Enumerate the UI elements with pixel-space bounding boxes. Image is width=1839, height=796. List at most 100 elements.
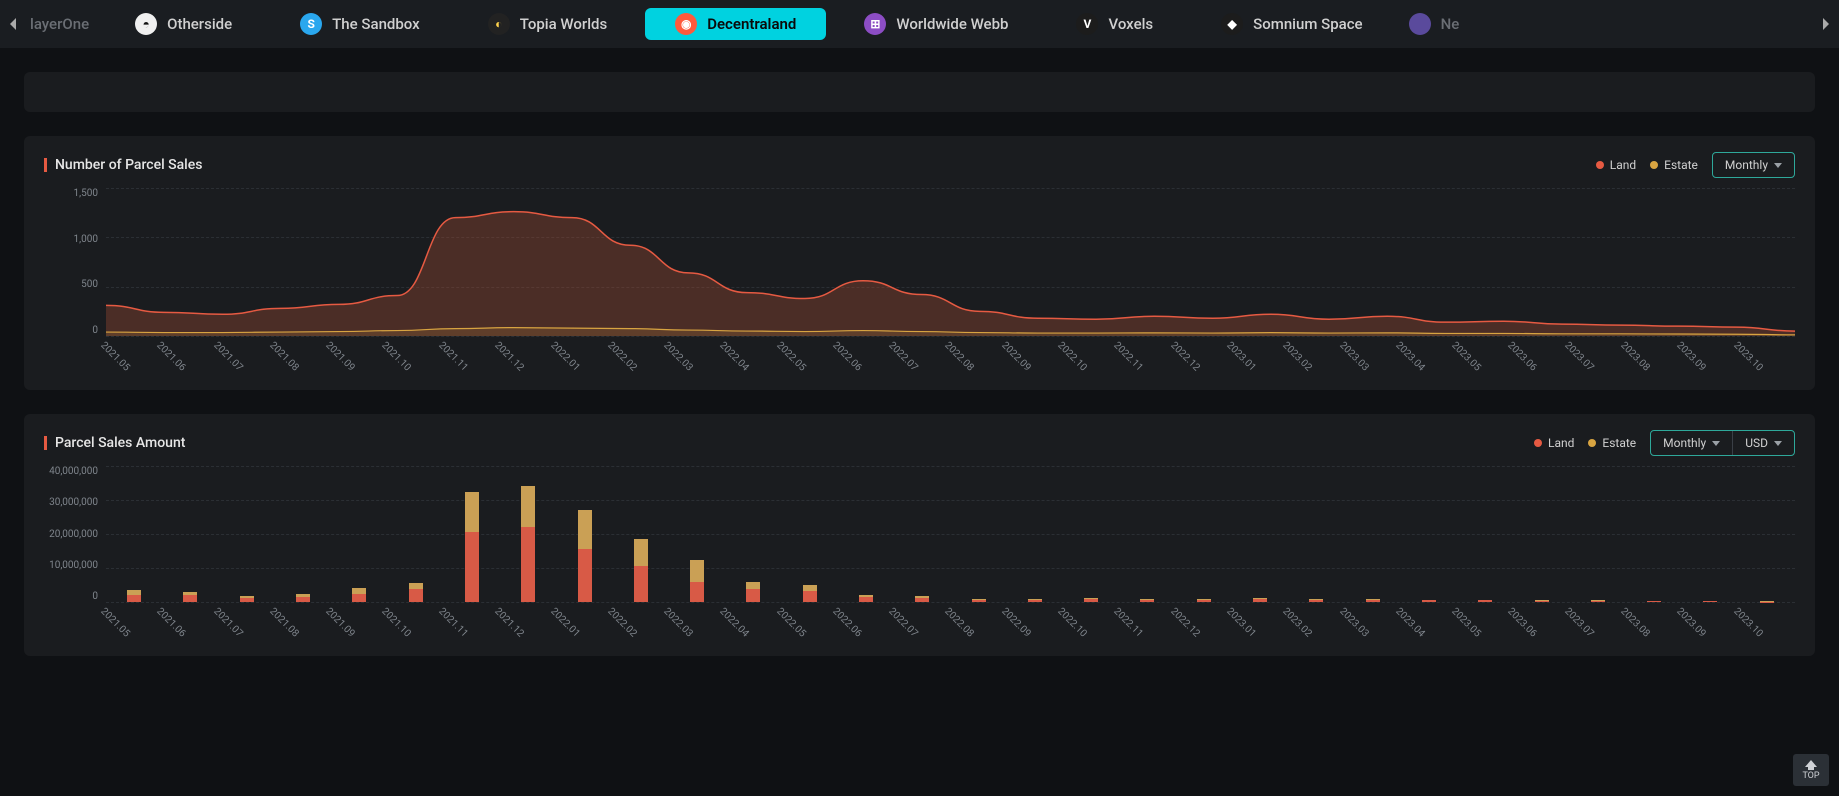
legend-dot-icon: [1588, 439, 1596, 447]
y-tick-label: 1,500: [74, 188, 98, 199]
bar-stack[interactable]: [972, 599, 986, 602]
legend-item-estate[interactable]: Estate: [1650, 158, 1698, 172]
bar-stack[interactable]: [465, 492, 479, 602]
legend-item-land[interactable]: Land: [1534, 436, 1574, 450]
bar-stack[interactable]: [1535, 600, 1549, 602]
bar-slot: [1119, 466, 1175, 602]
bar-stack[interactable]: [409, 583, 423, 602]
bar-slot: [275, 466, 331, 602]
legend-item-land[interactable]: Land: [1596, 158, 1636, 172]
bar-stack[interactable]: [1197, 599, 1211, 602]
bar-stack[interactable]: [1028, 599, 1042, 602]
bar-segment-land: [1197, 600, 1211, 602]
tabs-scroll-left[interactable]: [0, 0, 26, 48]
x-tick-label: 2021.07: [196, 606, 258, 668]
x-tick-label: 2021.06: [140, 606, 202, 668]
x-tick-label: 2023.08: [1603, 606, 1665, 668]
tab-decentraland[interactable]: ◉ Decentraland: [645, 8, 826, 40]
tab-topia-worlds[interactable]: ◐Topia Worlds: [458, 8, 638, 40]
bar-slot: [782, 466, 838, 602]
bar-slot: [331, 466, 387, 602]
bar-slot: [894, 466, 950, 602]
x-tick-label: 2022.01: [534, 606, 596, 668]
bar-stack[interactable]: [1366, 599, 1380, 602]
period-select[interactable]: Monthly: [1651, 431, 1732, 455]
bar-stack[interactable]: [1647, 601, 1661, 602]
bar-slot: [1288, 466, 1344, 602]
period-select-group: Monthly: [1712, 152, 1795, 178]
bar-stack[interactable]: [859, 595, 873, 602]
bar-slot: [1063, 466, 1119, 602]
y-tick-label: 1,000: [74, 234, 98, 245]
tabs-scroll-right[interactable]: [1813, 0, 1839, 48]
y-tick-label: 40,000,000: [49, 466, 98, 477]
legend-item-estate[interactable]: Estate: [1588, 436, 1636, 450]
x-tick-label: 2022.06: [815, 606, 877, 668]
bar-stack[interactable]: [915, 596, 929, 602]
bar-stack[interactable]: [634, 539, 648, 602]
tab-label: Decentraland: [707, 15, 796, 33]
bar-stack[interactable]: [1084, 598, 1098, 602]
bar-segment-land: [1084, 599, 1098, 602]
bar-segment-land: [1309, 600, 1323, 602]
x-tick-label: 2023.08: [1603, 340, 1665, 402]
bar-segment-land: [803, 591, 817, 602]
x-tick-label: 2022.05: [759, 606, 821, 668]
y-tick-label: 30,000,000: [49, 497, 98, 508]
panel-parcel-sales-amount: Parcel Sales Amount LandEstate Monthly U…: [24, 414, 1815, 656]
tab-icon: ◉: [675, 13, 697, 35]
chart-plot: [106, 188, 1795, 336]
x-tick-label: 2023.07: [1547, 340, 1609, 402]
x-tick-label: 2022.02: [590, 606, 652, 668]
bar-stack[interactable]: [240, 596, 254, 602]
bar-stack[interactable]: [521, 486, 535, 602]
bar-slot: [950, 466, 1006, 602]
bar-slot: [838, 466, 894, 602]
x-tick-label: 2023.02: [1266, 340, 1328, 402]
bar-segment-estate: [521, 486, 535, 527]
bar-stack[interactable]: [803, 585, 817, 602]
tab-the-sandbox[interactable]: SThe Sandbox: [270, 8, 450, 40]
x-tick-label: 2022.09: [984, 606, 1046, 668]
bar-stack[interactable]: [1309, 599, 1323, 602]
bar-stack[interactable]: [1591, 600, 1605, 602]
bar-stack[interactable]: [127, 590, 141, 602]
currency-select[interactable]: USD: [1732, 431, 1794, 455]
bar-stack[interactable]: [1703, 601, 1717, 602]
x-tick-label: 2023.07: [1547, 606, 1609, 668]
x-tick-label: 2022.11: [1097, 606, 1159, 668]
x-tick-label: 2023.05: [1434, 340, 1496, 402]
bar-stack[interactable]: [1478, 600, 1492, 602]
legend: Land Estate: [1534, 436, 1636, 450]
platform-tabs: layerOne◓OthersideSThe Sandbox◐Topia Wor…: [0, 0, 1839, 48]
bar-slot: [1232, 466, 1288, 602]
period-select[interactable]: Monthly: [1713, 153, 1794, 177]
bar-stack[interactable]: [578, 510, 592, 602]
bar-stack[interactable]: [1760, 601, 1774, 602]
x-tick-label: 2022.02: [590, 340, 652, 402]
bar-stack[interactable]: [1253, 598, 1267, 602]
x-tick-label: 2023.04: [1378, 340, 1440, 402]
bar-segment-land: [746, 589, 760, 602]
tab-peek-left[interactable]: layerOne: [30, 8, 97, 40]
bar-stack[interactable]: [746, 582, 760, 602]
bar-stack[interactable]: [1140, 599, 1154, 602]
x-tick-label: 2021.10: [365, 606, 427, 668]
scroll-to-top-button[interactable]: TOP: [1793, 754, 1829, 786]
panel-stub-top: [24, 72, 1815, 112]
tab-somnium-space[interactable]: ◆Somnium Space: [1191, 8, 1392, 40]
bar-stack[interactable]: [690, 560, 704, 602]
bar-stack[interactable]: [1422, 600, 1436, 602]
tab-otherside[interactable]: ◓Otherside: [105, 8, 262, 40]
tab-voxels[interactable]: VVoxels: [1046, 8, 1183, 40]
x-tick-label: 2021.07: [196, 340, 258, 402]
bar-stack[interactable]: [352, 588, 366, 602]
tab-peek-right[interactable]: Ne: [1401, 8, 1460, 40]
tab-worldwide-webb[interactable]: ⊞Worldwide Webb: [834, 8, 1038, 40]
bar-stack[interactable]: [296, 594, 310, 602]
panel-title-text: Number of Parcel Sales: [55, 157, 202, 173]
bar-segment-land: [1535, 601, 1549, 602]
x-tick-label: 2021.05: [83, 606, 145, 668]
x-tick-label: 2022.07: [872, 340, 934, 402]
bar-stack[interactable]: [183, 592, 197, 602]
